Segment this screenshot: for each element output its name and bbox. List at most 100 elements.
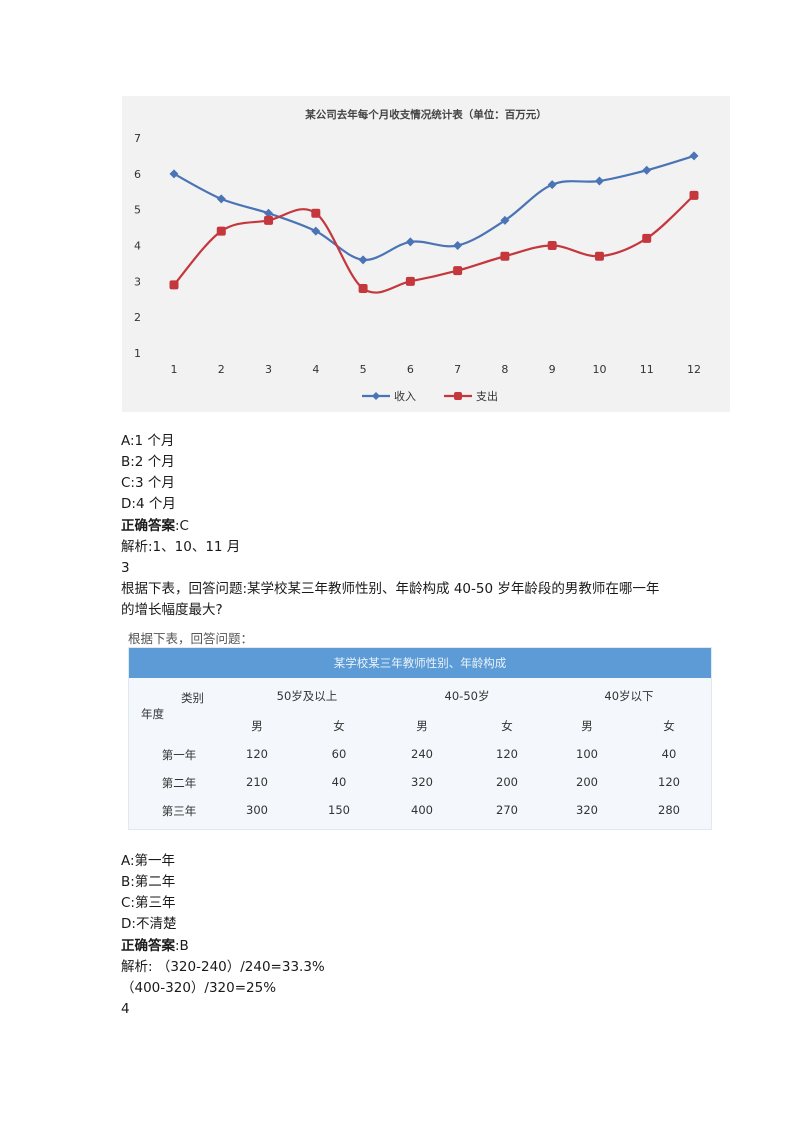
legend-label: 支出 — [476, 389, 498, 403]
series-line-1 — [173, 194, 695, 294]
row-label: 第二年 — [161, 776, 197, 790]
gender-header: 男 — [251, 719, 263, 733]
table-title: 某学校某三年教师性别、年龄构成 — [129, 648, 711, 678]
answer-value: :B — [175, 938, 189, 954]
table-cell: 320 — [411, 775, 433, 789]
revenue-expense-chart: 某公司去年每个月收支情况统计表（单位：百万元） 1 2 3 4 5 6 7 1 2 3 4 5 6 7 8 9 1… — [122, 96, 730, 412]
gender-header: 女 — [333, 719, 345, 733]
data-point — [642, 165, 652, 175]
data-point — [547, 241, 557, 250]
data-point — [500, 251, 510, 261]
option-a: A:1 个月 — [121, 433, 175, 449]
x-tick-label: 7 — [454, 363, 461, 376]
data-point — [453, 266, 463, 276]
data-point — [405, 276, 415, 286]
legend-label: 收入 — [394, 389, 416, 403]
table-cell: 120 — [658, 775, 680, 789]
data-point — [642, 233, 652, 243]
option-b: B:2 个月 — [121, 454, 175, 470]
question-number: 3 — [121, 560, 130, 576]
data-point — [547, 180, 557, 190]
y-tick-label: 3 — [134, 275, 141, 288]
x-tick-label: 6 — [407, 363, 414, 376]
data-point — [216, 194, 226, 204]
data-point — [358, 255, 368, 265]
question-text-line2: 的增长幅度最大? — [121, 602, 223, 618]
teacher-table-image: 根据下表，回答问题： 某学校某三年教师性别、年龄构成 50岁及以上 40-50岁… — [122, 628, 712, 830]
gender-header: 女 — [663, 719, 675, 733]
table-cell: 150 — [328, 803, 350, 817]
group-header: 40岁以下 — [604, 689, 654, 703]
chart-title: 某公司去年每个月收支情况统计表（单位：百万元） — [304, 108, 547, 121]
table-cell: 200 — [576, 775, 598, 789]
row-label: 第一年 — [161, 748, 197, 762]
data-point — [169, 169, 179, 179]
data-point — [594, 176, 604, 186]
y-tick-label: 4 — [134, 240, 141, 253]
x-tick-label: 4 — [312, 363, 319, 376]
option-c: C:第三年 — [121, 895, 176, 911]
table-cell: 210 — [246, 775, 268, 789]
group-header: 50岁及以上 — [276, 689, 338, 703]
answer-line: 正确答案:B — [121, 936, 189, 956]
corner-category: 类别 — [181, 691, 204, 705]
answer-line: 正确答案:C — [121, 516, 189, 536]
teacher-table: 某学校某三年教师性别、年龄构成 50岁及以上 40-50岁 40岁以下 类别 年… — [128, 647, 712, 830]
gender-header: 男 — [416, 719, 428, 733]
data-point — [311, 226, 321, 236]
data-point — [358, 284, 368, 293]
x-tick-label: 5 — [360, 363, 367, 376]
data-point — [311, 208, 321, 218]
table-cell: 60 — [331, 747, 347, 761]
y-tick-label: 5 — [134, 204, 141, 217]
x-tick-label: 8 — [501, 363, 508, 376]
table-cell: 200 — [496, 775, 518, 789]
question-number: 4 — [121, 1001, 130, 1017]
table-cell: 120 — [246, 747, 268, 761]
table-cell: 240 — [411, 747, 433, 761]
x-tick-label: 3 — [265, 363, 272, 376]
option-d: D:不清楚 — [121, 916, 177, 932]
answer-label: 正确答案 — [121, 938, 175, 954]
question-text-line1: 根据下表，回答问题:某学校某三年教师性别、年龄构成 40-50 岁年龄段的男教师… — [121, 581, 660, 597]
table-cell: 40 — [331, 775, 347, 789]
gender-header: 男 — [581, 719, 593, 733]
data-point — [216, 226, 226, 236]
y-tick-label: 1 — [134, 347, 141, 360]
option-c: C:3 个月 — [121, 475, 175, 491]
option-d: D:4 个月 — [121, 496, 176, 512]
answer-label: 正确答案 — [121, 518, 175, 534]
gender-header: 女 — [501, 719, 513, 733]
table-cell: 120 — [496, 747, 518, 761]
series-line-0 — [173, 154, 695, 261]
data-point — [500, 215, 510, 225]
table-cell: 270 — [496, 803, 518, 817]
data-point — [264, 208, 274, 218]
data-point — [689, 190, 699, 200]
x-tick-label: 1 — [171, 363, 178, 376]
table-cell: 100 — [576, 747, 598, 761]
table-cell: 300 — [246, 803, 268, 817]
table-cell: 280 — [658, 803, 680, 817]
data-point — [594, 251, 604, 261]
legend-marker — [454, 392, 462, 400]
y-tick-label: 2 — [134, 311, 141, 324]
row-label: 第三年 — [161, 804, 197, 818]
explanation: 解析:1、10、11 月 — [121, 539, 241, 555]
data-point — [689, 151, 699, 161]
table-cell: 40 — [661, 747, 677, 761]
legend-marker — [372, 392, 380, 400]
table-cell: 320 — [576, 803, 598, 817]
explanation-line1: 解析: （320-240）/240=33.3% — [121, 959, 325, 975]
corner-year: 年度 — [141, 707, 164, 721]
y-tick-label: 7 — [134, 132, 141, 145]
option-a: A:第一年 — [121, 853, 176, 869]
answer-value: :C — [175, 518, 189, 534]
table-cell: 400 — [411, 803, 433, 817]
x-tick-label: 2 — [218, 363, 225, 376]
x-tick-label: 10 — [592, 363, 606, 376]
x-tick-label: 9 — [549, 363, 556, 376]
x-tick-label: 12 — [687, 363, 701, 376]
x-tick-label: 11 — [640, 363, 654, 376]
